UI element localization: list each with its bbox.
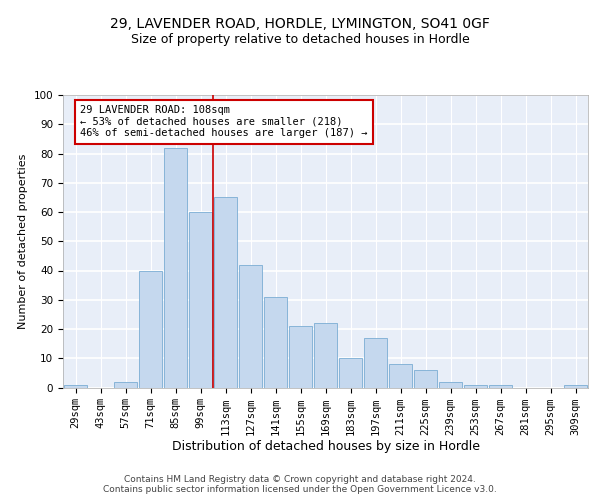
Bar (564, 384, 587, 388)
Bar (264, 297, 287, 388)
Bar (189, 212, 212, 388)
Bar (314, 323, 337, 388)
Y-axis label: Number of detached properties: Number of detached properties (18, 154, 28, 329)
Text: 29 LAVENDER ROAD: 108sqm
← 53% of detached houses are smaller (218)
46% of semi-: 29 LAVENDER ROAD: 108sqm ← 53% of detach… (80, 105, 367, 138)
Text: Contains HM Land Registry data © Crown copyright and database right 2024.
Contai: Contains HM Land Registry data © Crown c… (103, 474, 497, 494)
Bar (439, 382, 462, 388)
Bar (64, 384, 87, 388)
Bar (364, 338, 387, 388)
Bar (414, 370, 437, 388)
Bar (114, 382, 137, 388)
Text: Size of property relative to detached houses in Hordle: Size of property relative to detached ho… (131, 32, 469, 46)
Bar (489, 384, 512, 388)
Bar (164, 148, 187, 388)
Text: 29, LAVENDER ROAD, HORDLE, LYMINGTON, SO41 0GF: 29, LAVENDER ROAD, HORDLE, LYMINGTON, SO… (110, 18, 490, 32)
Bar (214, 198, 237, 388)
Bar (139, 270, 162, 388)
Bar (289, 326, 312, 388)
X-axis label: Distribution of detached houses by size in Hordle: Distribution of detached houses by size … (172, 440, 479, 454)
Bar (339, 358, 362, 388)
Bar (389, 364, 412, 388)
Bar (239, 264, 262, 388)
Bar (464, 384, 487, 388)
